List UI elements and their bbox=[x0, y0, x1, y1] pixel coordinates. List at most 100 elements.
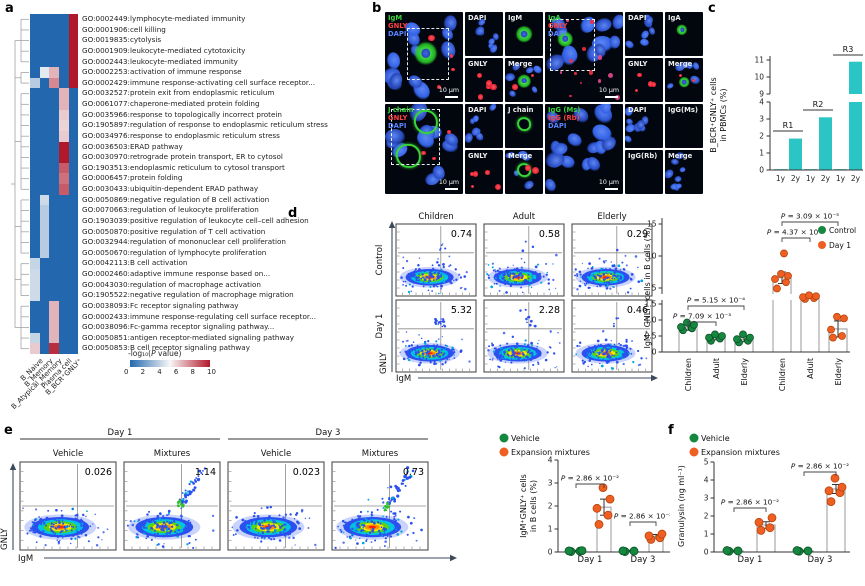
data-point bbox=[771, 275, 779, 283]
data-point bbox=[765, 523, 775, 533]
microscopy-tile: IgM bbox=[505, 12, 543, 56]
heatmap-cell bbox=[68, 45, 79, 57]
data-point bbox=[782, 278, 790, 287]
y-tick-label: 10 bbox=[647, 252, 657, 261]
heatmap-cell bbox=[30, 173, 40, 184]
y-tick-label: 0 bbox=[759, 166, 764, 175]
scale-bar bbox=[605, 95, 618, 98]
p-value-label: P = 2.86 × 10⁻² bbox=[561, 474, 619, 483]
gnly-red-dot bbox=[485, 170, 490, 176]
bar bbox=[789, 138, 802, 170]
heatmap-cell bbox=[59, 152, 69, 163]
data-point bbox=[756, 526, 766, 535]
go-term-label: GO:0038096:Fc-gamma receptor signaling p… bbox=[82, 322, 275, 332]
microscopy-tile: GNLY bbox=[465, 58, 503, 102]
heatmap-cell bbox=[59, 88, 69, 99]
scale-bar-label: 10 μm bbox=[438, 87, 459, 94]
heatmap-cell bbox=[49, 290, 60, 301]
heatmap-cell bbox=[39, 332, 50, 344]
heatmap-cell bbox=[68, 194, 79, 206]
y-tick-label: 3 bbox=[704, 494, 709, 503]
heatmap-cell bbox=[49, 35, 60, 46]
channel-overlay-labels: J chain GNLY DAPI bbox=[388, 106, 414, 131]
gnly-red-dot bbox=[437, 85, 442, 90]
go-term-label: GO:0002433:immune response-regulating ce… bbox=[82, 311, 316, 321]
gnly-red-dot bbox=[431, 156, 436, 161]
data-point bbox=[690, 320, 698, 329]
gnly-red-dot bbox=[530, 73, 534, 77]
legend-label: Expansion mixtures bbox=[511, 448, 590, 457]
gnly-red-dot bbox=[532, 167, 540, 174]
x-group-label: Day 1 bbox=[578, 555, 603, 565]
legend-dot bbox=[689, 433, 699, 443]
gnly-red-dot bbox=[427, 34, 435, 42]
red-speckle bbox=[569, 94, 572, 97]
go-term-label: GO:0050869:negative regulation of B cell… bbox=[82, 194, 270, 204]
p-value-label: P = 2.86 × 10⁻² bbox=[721, 498, 779, 507]
data-point bbox=[803, 546, 813, 556]
heatmap-cell bbox=[68, 226, 79, 238]
tile-channel-label: Merge bbox=[668, 60, 693, 68]
heatmap-cell bbox=[39, 130, 50, 142]
red-speckle bbox=[566, 19, 569, 22]
gnly-red-dot bbox=[486, 80, 493, 87]
gnly-red-dot bbox=[490, 83, 498, 91]
heatmap-cell bbox=[68, 258, 79, 269]
tile-channel-label: Merge bbox=[508, 152, 533, 160]
legend-label: Vehicle bbox=[511, 434, 540, 443]
flow-col-header: Mixtures bbox=[154, 449, 191, 459]
flow-x-axis-label: IgM bbox=[396, 374, 411, 384]
y-tick-label: 0.5 bbox=[645, 332, 657, 341]
data-point bbox=[812, 292, 820, 301]
green-stained-cell bbox=[517, 74, 531, 88]
microscopy-tile: J chain bbox=[505, 104, 543, 148]
heatmap-cell bbox=[49, 311, 60, 323]
channel-label: IgA bbox=[548, 14, 561, 22]
scale-bar bbox=[445, 95, 458, 98]
data-point bbox=[754, 517, 764, 527]
quadrant-percentage: 0.58 bbox=[539, 229, 560, 240]
heatmap-cell bbox=[49, 332, 60, 344]
heatmap-cell bbox=[59, 237, 69, 248]
heatmap-cell bbox=[49, 120, 60, 131]
gnly-red-dot bbox=[512, 84, 518, 90]
x-group-label: Day 3 bbox=[631, 555, 656, 565]
heatmap-cell bbox=[68, 88, 79, 99]
data-point bbox=[773, 284, 781, 293]
y-tick-label: 1.0 bbox=[645, 316, 657, 325]
heatmap-cell bbox=[49, 130, 60, 142]
go-term-label: GO:0038093:Fc receptor signaling pathway bbox=[82, 300, 239, 310]
heatmap-cell bbox=[59, 300, 69, 312]
green-ring-cell bbox=[413, 109, 438, 135]
colorbar-tick: 10 bbox=[207, 368, 216, 376]
legend-dot bbox=[499, 447, 509, 457]
y-tick-label: 5 bbox=[652, 284, 657, 293]
y-tick-label: 11 bbox=[754, 56, 764, 65]
dashed-gate-box bbox=[391, 108, 441, 165]
heatmap-cell bbox=[39, 152, 50, 163]
go-term-label: GO:1903039:positive regulation of leukoc… bbox=[82, 215, 309, 225]
microscopy-tile: IgG(Rb) bbox=[625, 150, 663, 194]
bar bbox=[849, 102, 862, 170]
y-tick-label: 4 bbox=[548, 456, 553, 465]
data-point bbox=[733, 335, 741, 344]
tile-channel-label: J chain bbox=[508, 106, 534, 114]
bar bbox=[849, 61, 862, 94]
y-axis-label: Granulysin (ng ml⁻¹) bbox=[677, 465, 686, 547]
nucleus bbox=[625, 134, 633, 144]
flow-y-axis-label: GNLY bbox=[379, 351, 389, 374]
heatmap-cell bbox=[68, 77, 79, 89]
nucleus bbox=[681, 79, 687, 85]
heatmap-cell bbox=[49, 77, 60, 89]
go-term-label: GO:0070663:regulation of leukocyte proli… bbox=[82, 205, 259, 215]
heatmap-cell bbox=[59, 279, 69, 291]
x-group-label: Children bbox=[684, 358, 693, 391]
microscopy-tile: Merge bbox=[505, 58, 543, 102]
y-axis-label: in PBMCs (%) bbox=[719, 88, 728, 141]
heatmap-cell bbox=[39, 35, 50, 46]
data-point bbox=[605, 494, 615, 504]
heatmap-cell bbox=[59, 67, 69, 78]
data-point bbox=[837, 482, 847, 492]
heatmap-cell bbox=[59, 258, 69, 269]
heatmap-cell bbox=[68, 24, 79, 36]
